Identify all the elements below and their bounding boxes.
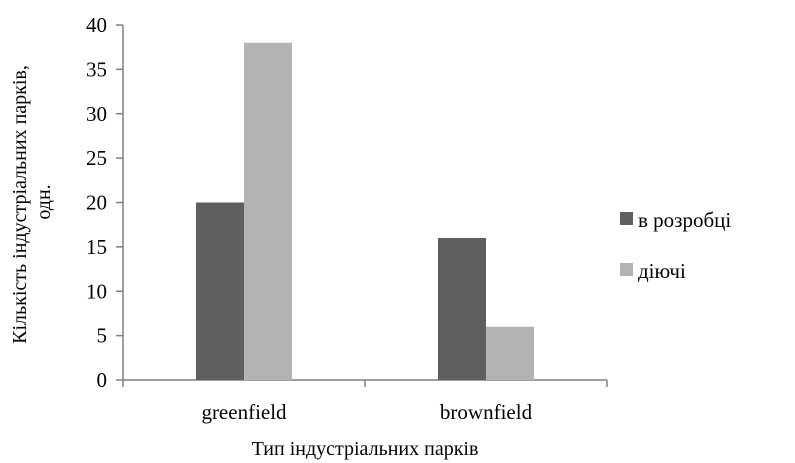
plot-area: 0 5 10 15 20 25 30 35 40 greenfield brownfield (86, 13, 608, 424)
y-tick-label-3: 15 (86, 235, 107, 259)
legend: в розробці діючі (620, 208, 731, 283)
y-tick-label-5: 25 (86, 146, 107, 170)
x-axis-title: Тип індустріальних парків (252, 438, 479, 460)
bar-brownfield-0 (438, 238, 486, 380)
y-axis-title-line-2: одн. (33, 184, 55, 219)
y-tick-label-2: 10 (86, 279, 107, 303)
legend-swatch-1 (620, 263, 633, 276)
y-tick-label-4: 20 (86, 191, 107, 215)
bar-greenfield-1 (244, 42, 292, 380)
bars (196, 42, 534, 380)
bar-greenfield-0 (196, 202, 244, 380)
x-ticks: greenfield brownfield (122, 380, 608, 424)
x-tick-label-0: greenfield (201, 400, 287, 424)
y-tick-label-1: 5 (97, 324, 108, 348)
legend-label-1: діючі (638, 259, 686, 283)
bar-brownfield-1 (486, 326, 534, 380)
y-ticks: 0 5 10 15 20 25 30 35 40 (86, 13, 123, 392)
y-tick-label-0: 0 (97, 368, 108, 392)
y-tick-label-8: 40 (86, 13, 107, 37)
legend-item-1: діючі (620, 259, 686, 283)
y-tick-label-7: 35 (86, 57, 107, 81)
y-tick-label-6: 30 (86, 102, 107, 126)
legend-swatch-0 (620, 212, 633, 225)
legend-item-0: в розробці (620, 208, 731, 232)
y-axis-title-line-1: Кількість індустріальних парків, (9, 65, 31, 344)
x-tick-label-1: brownfield (440, 400, 533, 424)
y-axis-title: Кількість індустріальних парків, одн. (9, 60, 55, 344)
legend-label-0: в розробці (638, 208, 731, 232)
